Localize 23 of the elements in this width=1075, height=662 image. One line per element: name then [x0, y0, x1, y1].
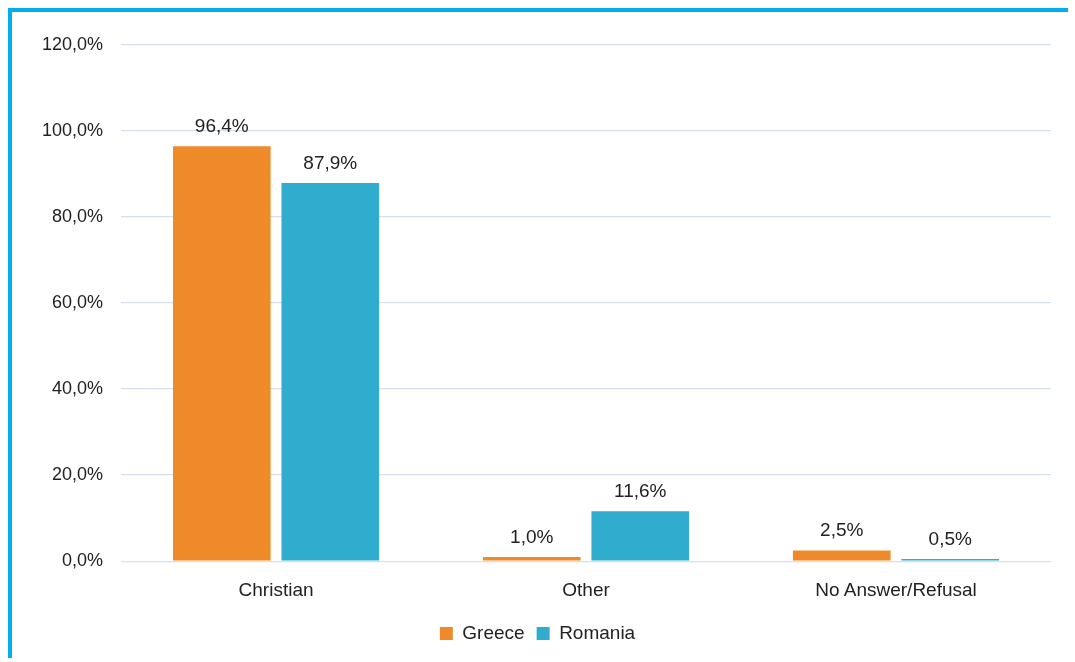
y-tick-label: 80,0%	[52, 205, 104, 226]
data-label: 11,6%	[614, 480, 667, 502]
data-label: 0,5%	[928, 527, 973, 549]
data-label: 2,5%	[820, 519, 864, 541]
bar	[792, 550, 891, 561]
y-tick-label: 40,0%	[52, 378, 104, 399]
x-tick-label: Other	[562, 578, 611, 600]
x-tick-label: Christian	[238, 578, 314, 600]
bar	[281, 182, 380, 561]
data-label: 87,9%	[303, 151, 358, 173]
legend-label: Greece	[462, 621, 525, 643]
y-tick-label: 20,0%	[52, 464, 104, 485]
data-label: 96,4%	[194, 115, 249, 137]
bar	[482, 556, 581, 561]
y-tick-label: 0,0%	[62, 550, 104, 571]
data-label: 1,0%	[510, 525, 554, 547]
y-tick-label: 120,0%	[41, 33, 104, 54]
x-tick-label: No Answer/Refusal	[815, 578, 977, 600]
y-tick-label: 100,0%	[41, 119, 104, 140]
y-tick-label: 60,0%	[52, 291, 104, 312]
legend-label: Romania	[559, 621, 636, 643]
bar	[591, 511, 690, 561]
bar	[172, 146, 271, 561]
